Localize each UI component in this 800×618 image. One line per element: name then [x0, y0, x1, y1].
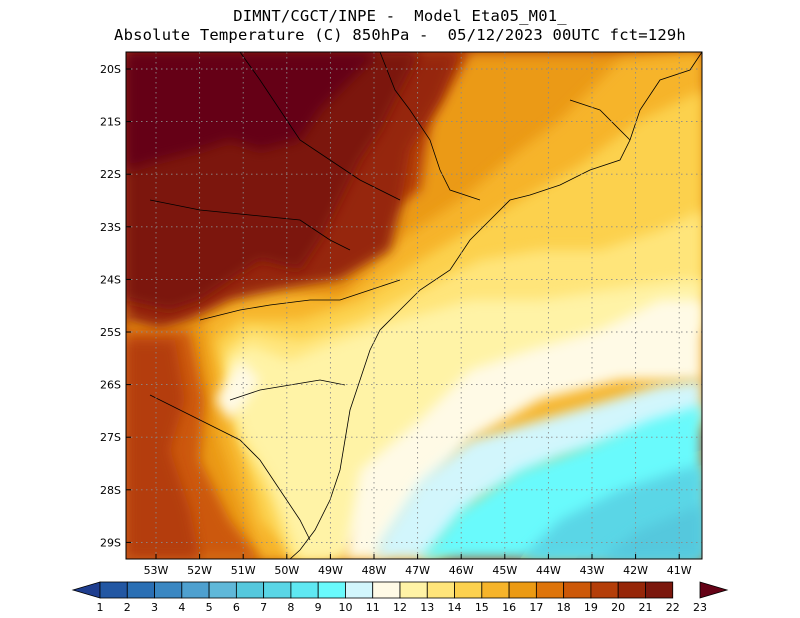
band-sw-20-21 — [126, 340, 200, 559]
chart-title-line-1: DIMNT/CGCT/INPE - Model Eta05_M01_ — [233, 7, 567, 25]
colorbar-swatch — [345, 581, 374, 599]
colorbar-swatch — [454, 581, 483, 599]
colorbar-swatch — [645, 581, 674, 599]
colorbar-label: 1 — [97, 601, 104, 614]
colorbar-swatch — [563, 581, 592, 599]
colorbar-swatch — [617, 581, 646, 599]
lat-label: 20S — [100, 63, 121, 76]
colorbar-label: 23 — [693, 601, 707, 614]
lat-label: 29S — [100, 536, 121, 549]
colorbar-swatch — [317, 581, 346, 599]
colorbar-swatch — [208, 581, 237, 599]
colorbar-swatch — [154, 581, 183, 599]
colorbar-label: 8 — [287, 601, 294, 614]
state-border-1 — [229, 379, 346, 401]
colorbar-label: 10 — [338, 601, 352, 614]
lon-label: 43W — [580, 564, 605, 577]
lat-label: 24S — [100, 273, 121, 286]
colorbar-label: 15 — [475, 601, 489, 614]
lon-label: 48W — [362, 564, 387, 577]
state-border-6 — [569, 99, 631, 141]
band-23-plus — [126, 52, 380, 170]
lon-label: 52W — [187, 564, 212, 577]
colorbar-swatch — [481, 581, 510, 599]
chart-title-line-2: Absolute Temperature (C) 850hPa - 05/12/… — [114, 26, 686, 44]
colorbar-swatch — [235, 581, 265, 599]
state-border-4 — [149, 199, 351, 251]
colorbar-label: 18 — [557, 601, 571, 614]
colorbar-swatch — [71, 581, 101, 599]
band-8-9 — [600, 505, 702, 559]
colorbar-swatch — [508, 581, 537, 599]
colorbar-swatch — [99, 581, 128, 599]
lon-label: 41W — [667, 564, 692, 577]
lon-label: 51W — [231, 564, 256, 577]
colorbar-label: 14 — [448, 601, 462, 614]
lon-label: 42W — [623, 564, 648, 577]
state-border-7 — [239, 52, 401, 201]
colorbar-label: 13 — [420, 601, 434, 614]
latitude-axis: 20S 21S 22S 23S 24S 25S 26S 27S 28S 29S — [100, 63, 131, 549]
colorbar-label: 6 — [233, 601, 240, 614]
state-border-3 — [199, 279, 401, 321]
colorbar-label: 17 — [529, 601, 543, 614]
colorbar-swatch — [426, 581, 455, 599]
lat-label: 26S — [100, 379, 121, 392]
lon-label: 47W — [405, 564, 430, 577]
colorbar-swatch — [590, 581, 619, 599]
colorbar-label: 12 — [393, 601, 407, 614]
colorbar-label: 4 — [178, 601, 185, 614]
temperature-field — [126, 52, 702, 559]
colorbar-label: 20 — [611, 601, 625, 614]
lat-label: 28S — [100, 484, 121, 497]
colorbar-swatch — [126, 581, 155, 599]
lon-label: 45W — [492, 564, 517, 577]
lon-label: 53W — [144, 564, 169, 577]
colorbar-label: 5 — [206, 601, 213, 614]
lat-label: 27S — [100, 431, 121, 444]
lon-label: 46W — [449, 564, 474, 577]
lat-label: 25S — [100, 326, 121, 339]
map-frame — [125, 51, 703, 560]
colorbar-swatch — [699, 581, 729, 599]
graticule — [126, 52, 702, 559]
colorbar-label: 19 — [584, 601, 598, 614]
colorbar-label: 16 — [502, 601, 516, 614]
colorbar-label: 11 — [366, 601, 380, 614]
state-border-2 — [149, 394, 311, 541]
lon-label: 49W — [318, 564, 343, 577]
lat-label: 22S — [100, 168, 121, 181]
band-12-13 — [215, 300, 702, 559]
colorbar-swatch — [399, 581, 428, 599]
colorbar-label: 7 — [260, 601, 267, 614]
colorbar-swatch — [263, 581, 292, 599]
lat-label: 23S — [100, 221, 121, 234]
colorbar-swatch — [290, 581, 319, 599]
lon-label: 44W — [536, 564, 561, 577]
lat-label: 21S — [100, 116, 121, 129]
colorbar-swatch — [535, 581, 565, 599]
state-border-5 — [379, 52, 481, 201]
lon-label: 50W — [274, 564, 299, 577]
colorbar-swatch — [372, 581, 401, 599]
colorbar-swatch — [181, 581, 210, 599]
colorbar-label: 21 — [638, 601, 652, 614]
colorbar: 1 2 3 4 5 6 7 8 9 10 11 12 13 14 15 16 17 18 19 20 21 22 23 — [71, 581, 729, 614]
longitude-axis: 53W 52W 51W 50W 49W 48W 47W 46W 45W 44W 43W 42W 41W — [144, 554, 692, 577]
colorbar-label: 3 — [151, 601, 158, 614]
colorbar-label: 9 — [315, 601, 322, 614]
coastline-and-borders — [149, 52, 702, 559]
colorbar-label: 2 — [124, 601, 131, 614]
colorbar-label: 22 — [666, 601, 680, 614]
